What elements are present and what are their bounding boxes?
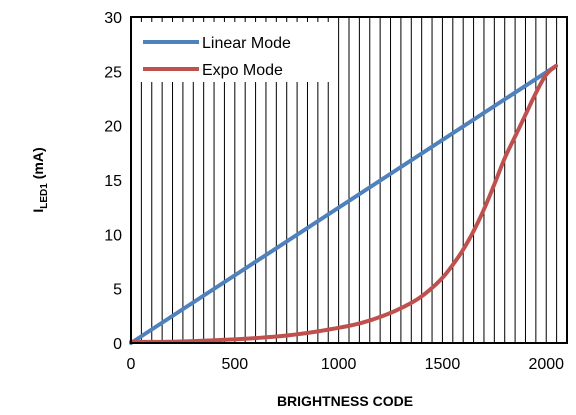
legend-label-linear-mode: Linear Mode — [202, 35, 291, 52]
x-axis-title: BRIGHTNESS CODE — [277, 393, 413, 409]
x-tick-label-0: 0 — [127, 356, 136, 373]
y-axis-title-unit: (mA) — [30, 147, 46, 183]
x-tick-label-1000: 1000 — [321, 356, 357, 373]
y-tick-label-0: 0 — [113, 336, 122, 353]
x-tick-label-1500: 1500 — [425, 356, 461, 373]
series-lines — [129, 63, 558, 345]
series-line-expo-mode — [129, 63, 558, 344]
y-tick-label-15: 15 — [104, 173, 122, 190]
series-line-linear-mode — [129, 63, 558, 345]
y-tick-label-20: 20 — [104, 119, 122, 136]
y-tick-label-30: 30 — [104, 10, 122, 27]
y-axis-title: ILED1 (mA) — [30, 147, 50, 212]
y-axis-title-subscript: LED1 — [39, 183, 50, 209]
x-tick-label-2000: 2000 — [528, 356, 564, 373]
x-tick-label-500: 500 — [221, 356, 248, 373]
y-tick-label-25: 25 — [104, 64, 122, 81]
plot-frame — [130, 16, 568, 344]
tick-labels: 0 500 1000 1500 2000 0 5 10 15 20 25 30 — [104, 10, 564, 373]
legend-background — [136, 22, 336, 82]
legend-label-expo-mode: Expo Mode — [202, 62, 283, 79]
y-tick-label-5: 5 — [113, 282, 122, 299]
legend: Linear Mode Expo Mode — [136, 22, 336, 82]
y-axis-title-main: I — [30, 209, 46, 213]
y-tick-label-10: 10 — [104, 227, 122, 244]
